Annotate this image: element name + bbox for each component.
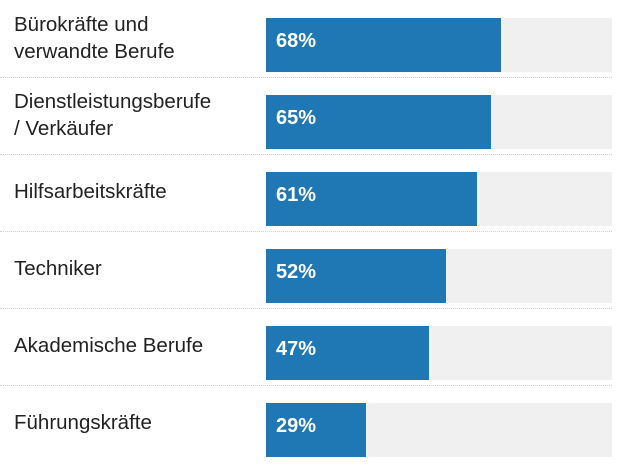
chart-row: Akademische Berufe 47% [0, 308, 628, 385]
row-divider [0, 77, 612, 78]
category-label: Führungskräfte [14, 411, 152, 435]
row-divider [0, 154, 612, 155]
category-label: Bürokräfte und verwandte Berufe [14, 12, 175, 63]
value-label: 52% [276, 261, 317, 283]
category-label: Hilfsarbeitskräfte [14, 180, 167, 204]
value-label: 68% [276, 30, 317, 52]
chart-row: Führungskräfte 29% [0, 385, 628, 462]
bar-track: 29% [266, 403, 612, 457]
category-label: Techniker [14, 257, 102, 281]
chart-row: Techniker 52% [0, 231, 628, 308]
bar: 47% [266, 326, 429, 380]
category-label: Akademische Berufe [14, 334, 204, 358]
bar: 61% [266, 172, 478, 226]
value-label: 29% [276, 415, 317, 437]
bar-track: 47% [266, 326, 612, 380]
bar-track: 68% [266, 18, 612, 72]
value-label: 47% [276, 338, 317, 360]
chart-row: Hilfsarbeitskräfte 61% [0, 154, 628, 231]
bar-track: 52% [266, 249, 612, 303]
bar: 65% [266, 95, 491, 149]
bar: 68% [266, 18, 502, 72]
bar: 29% [266, 403, 367, 457]
chart-row: Dienstleistungsberufe / Verkäufer 65% [0, 77, 628, 154]
value-label: 61% [276, 184, 317, 206]
bar-track: 61% [266, 172, 612, 226]
value-label: 65% [276, 107, 317, 129]
category-label: Dienstleistungsberufe / Verkäufer [14, 89, 212, 140]
bar-track: 65% [266, 95, 612, 149]
row-divider [0, 231, 612, 232]
row-divider [0, 308, 612, 309]
chart-row: Bürokräfte und verwandte Berufe 68% [0, 0, 628, 77]
row-divider [0, 385, 612, 386]
bar: 52% [266, 249, 446, 303]
